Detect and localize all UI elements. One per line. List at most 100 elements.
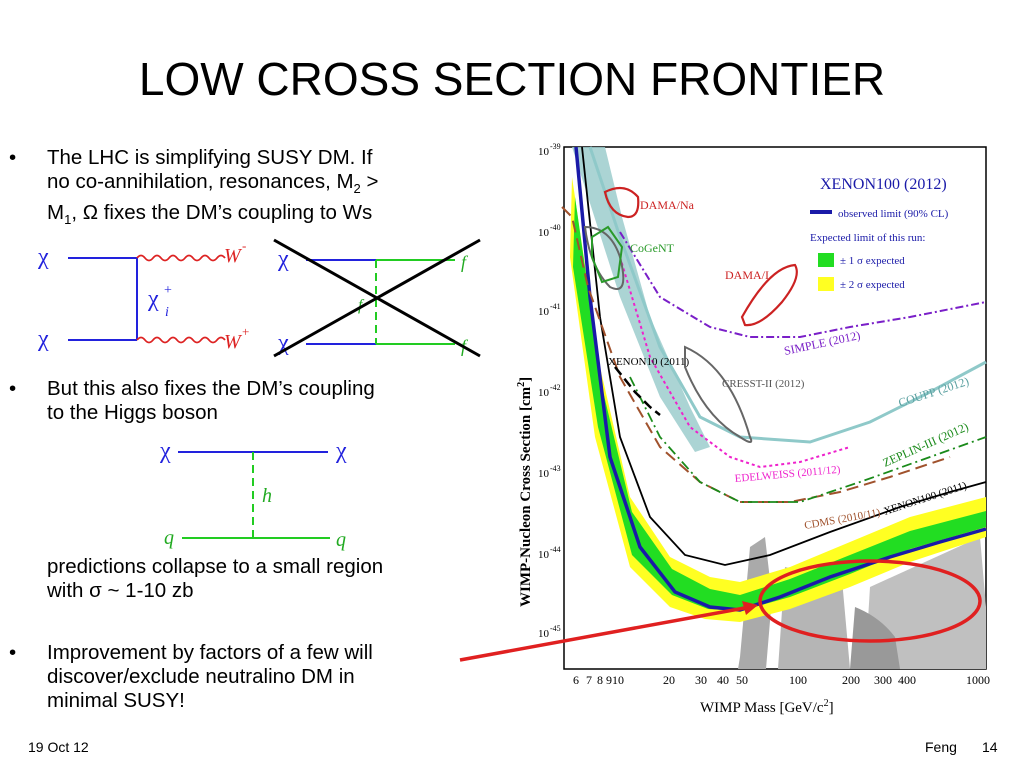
x-tick-label: 8 — [597, 673, 603, 687]
feynman-higgs-diagram: χ χ h q q — [159, 438, 347, 551]
bullet-lhc: • The LHC is simplifying SUSY DM. If no … — [9, 146, 477, 232]
observed-limit-curve — [574, 146, 987, 612]
bullet-line: The LHC is simplifying SUSY DM. If — [47, 146, 373, 169]
w-plus-label: W — [224, 331, 243, 353]
bullet-line: minimal SUSY! — [47, 689, 185, 712]
x-tick-label: 10 — [612, 673, 624, 687]
cross-out-line-2 — [273, 238, 481, 358]
bullet-line: Improvement by factors of a few will — [47, 641, 373, 664]
highlight-arrow — [459, 601, 758, 662]
y-tick-exp: -44 — [550, 545, 561, 554]
footer-page-number: 14 — [982, 739, 998, 755]
cogent-label: CoGeNT — [630, 241, 675, 255]
x-tick-label: 200 — [842, 673, 860, 687]
y-tick-exp: -41 — [550, 302, 561, 311]
q-left-label: q — [164, 527, 174, 549]
bullet-marker: • — [9, 146, 17, 169]
x-tick-label: 6 — [573, 673, 579, 687]
x-tick-label: 100 — [789, 673, 807, 687]
w-minus-sup: - — [242, 238, 246, 253]
xenon100-exclusion-plot: DAMA/Na CoGeNT DAMA/I SIMPLE (2012) XENO… — [510, 137, 1000, 722]
dama-na-label: DAMA/Na — [640, 198, 695, 212]
y-tick-exp: -42 — [550, 383, 561, 392]
highlight-ellipse — [758, 559, 982, 643]
chi-i-sub: i — [165, 305, 169, 320]
cresst-contour — [684, 345, 753, 443]
chi-i-label: χ — [147, 286, 159, 312]
bullet-marker: • — [9, 641, 17, 664]
feynman-ww-diagram: χ χ χ + i W - W + — [37, 238, 249, 353]
legend-1sigma-swatch — [818, 253, 834, 267]
dama-i-contour — [740, 263, 798, 327]
y-tick-label: 10 — [538, 306, 550, 318]
q-right-label: q — [336, 529, 346, 551]
legend-title: XENON100 (2012) — [820, 176, 947, 193]
y-tick-exp: -40 — [550, 223, 561, 232]
chi-top-label: χ — [37, 244, 49, 270]
cresst-label: CRESST-II (2012) — [722, 378, 805, 390]
chi-top-label: χ — [277, 246, 289, 272]
dama-na-contour — [603, 186, 640, 219]
y-tick-exp: -39 — [550, 142, 561, 151]
x-tick-label: 40 — [717, 673, 729, 687]
bullet-improvement: • Improvement by factors of a few will d… — [9, 641, 477, 713]
text-line: with σ ~ 1-10 zb — [47, 579, 194, 602]
x-tick-label: 30 — [695, 673, 707, 687]
legend-observed: observed limit (90% CL) — [838, 208, 949, 220]
xenon100-2011-curve — [581, 146, 987, 566]
y-tick-label: 10 — [538, 146, 550, 158]
w-boson-bottom — [136, 336, 226, 344]
y-tick-label: 10 — [538, 387, 550, 399]
edelweiss-curve — [619, 256, 851, 469]
x-tick-label: 9 — [606, 673, 612, 687]
xenon10-curve — [614, 366, 661, 416]
legend-1sigma: ± 1 σ expected — [840, 255, 905, 267]
bullet-line: But this also fixes the DM’s coupling — [47, 377, 375, 400]
chi-i-sup: + — [164, 283, 172, 298]
chi-left-label: χ — [159, 438, 171, 464]
x-tick-label: 300 — [874, 673, 892, 687]
cogent-contour — [591, 225, 624, 284]
dama-i-label: DAMA/I — [725, 268, 769, 282]
bullet-marker: • — [9, 377, 17, 400]
legend-2sigma: ± 2 σ expected — [840, 279, 905, 291]
y-tick-exp: -45 — [550, 624, 561, 633]
y-tick-label: 10 — [538, 549, 550, 561]
footer-author: Feng — [925, 739, 957, 755]
bullet-line: discover/exclude neutralino DM in — [47, 665, 355, 688]
text-line: predictions collapse to a small region — [47, 555, 384, 578]
x-axis: 6 7 8 9 10 20 30 40 50 100 200 300 400 1… — [573, 673, 990, 687]
simple-curve — [619, 231, 987, 338]
x-tick-label: 1000 — [966, 673, 990, 687]
y-tick-label: 10 — [538, 468, 550, 480]
xenon10-label: XENON10 (2011) — [608, 356, 689, 368]
x-tick-label: 400 — [898, 673, 916, 687]
bullet-line: to the Higgs boson — [47, 401, 218, 424]
legend-2sigma-swatch — [818, 277, 834, 291]
x-axis-label: WIMP Mass [GeV/c2] — [700, 698, 834, 716]
x-tick-label: 50 — [736, 673, 748, 687]
f-top-label: f — [461, 252, 469, 272]
higgs-label: h — [262, 485, 272, 507]
slide-title: LOW CROSS SECTION FRONTIER — [138, 53, 886, 105]
zeplin-curve — [629, 376, 987, 503]
chi-right-label: χ — [335, 438, 347, 464]
y-tick-label: 10 — [538, 227, 550, 239]
bullet-line: no co-annihilation, resonances, M2 > — [47, 170, 379, 197]
feynman-ff-diagram: χ χ f f f — [273, 238, 481, 358]
gray-region-3 — [865, 537, 986, 669]
y-axis-label: WIMP-Nucleon Cross Section [cm2] — [516, 377, 534, 607]
x-tick-label: 7 — [586, 673, 592, 687]
x-tick-label: 20 — [663, 673, 675, 687]
w-boson-top — [136, 254, 226, 262]
w-minus-label: W — [224, 245, 243, 267]
w-plus-sup: + — [242, 324, 249, 339]
legend-expected-title: Expected limit of this run: — [810, 232, 925, 244]
gray-region-4 — [850, 607, 900, 669]
prediction-text: predictions collapse to a small region w… — [47, 555, 477, 603]
chi-bottom-label: χ — [37, 326, 49, 352]
y-tick-label: 10 — [538, 628, 550, 640]
y-axis: 10 -39 10 -40 10 -41 10 -42 10 -43 10 -44 10 -4… — [538, 142, 561, 640]
footer-date: 19 Oct 12 — [28, 739, 89, 755]
bullet-line: M1, Ω fixes the DM’s coupling to Ws — [47, 201, 373, 228]
